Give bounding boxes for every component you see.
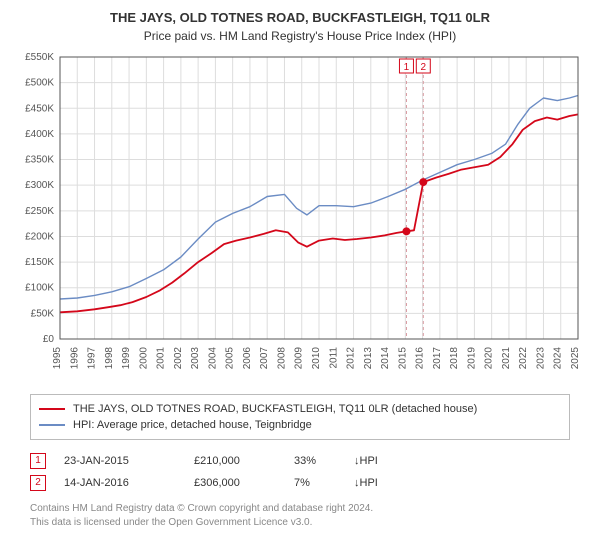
svg-text:1998: 1998 bbox=[104, 347, 115, 370]
legend-swatch bbox=[39, 424, 65, 426]
svg-text:2006: 2006 bbox=[242, 347, 253, 370]
event-tag: HPI bbox=[360, 477, 378, 489]
event-tag: HPI bbox=[360, 455, 378, 467]
svg-text:2013: 2013 bbox=[363, 347, 374, 370]
svg-text:£250K: £250K bbox=[25, 206, 54, 217]
svg-text:2023: 2023 bbox=[535, 347, 546, 370]
svg-text:2000: 2000 bbox=[138, 347, 149, 370]
svg-text:£50K: £50K bbox=[31, 308, 55, 319]
page-title: THE JAYS, OLD TOTNES ROAD, BUCKFASTLEIGH… bbox=[0, 0, 600, 25]
event-row: 123-JAN-2015£210,00033%↓ HPI bbox=[30, 450, 570, 472]
svg-text:£350K: £350K bbox=[25, 155, 54, 166]
event-price: £210,000 bbox=[194, 455, 294, 467]
svg-text:£0: £0 bbox=[43, 334, 55, 345]
legend-item: THE JAYS, OLD TOTNES ROAD, BUCKFASTLEIGH… bbox=[39, 401, 561, 417]
svg-text:2020: 2020 bbox=[484, 347, 495, 370]
svg-text:1999: 1999 bbox=[121, 347, 132, 370]
disclaimer-line: This data is licensed under the Open Gov… bbox=[30, 516, 570, 530]
svg-text:£200K: £200K bbox=[25, 231, 54, 242]
svg-text:2004: 2004 bbox=[207, 347, 218, 370]
svg-text:2: 2 bbox=[421, 62, 427, 73]
legend-label: HPI: Average price, detached house, Teig… bbox=[73, 419, 312, 431]
svg-text:£500K: £500K bbox=[25, 78, 54, 89]
svg-text:2002: 2002 bbox=[173, 347, 184, 370]
svg-text:2018: 2018 bbox=[449, 347, 460, 370]
svg-text:1997: 1997 bbox=[87, 347, 98, 370]
svg-text:2014: 2014 bbox=[380, 347, 391, 370]
legend-swatch bbox=[39, 408, 65, 410]
svg-text:2017: 2017 bbox=[432, 347, 443, 370]
svg-text:1995: 1995 bbox=[52, 347, 63, 370]
svg-text:2003: 2003 bbox=[190, 347, 201, 370]
event-badge: 2 bbox=[30, 475, 46, 491]
event-row: 214-JAN-2016£306,0007%↓ HPI bbox=[30, 472, 570, 494]
legend-label: THE JAYS, OLD TOTNES ROAD, BUCKFASTLEIGH… bbox=[73, 403, 477, 415]
svg-text:1: 1 bbox=[404, 62, 410, 73]
svg-text:£400K: £400K bbox=[25, 129, 54, 140]
disclaimer-line: Contains HM Land Registry data © Crown c… bbox=[30, 502, 570, 516]
svg-text:2016: 2016 bbox=[415, 347, 426, 370]
svg-text:2009: 2009 bbox=[294, 347, 305, 370]
svg-text:2001: 2001 bbox=[156, 347, 167, 370]
svg-text:£550K: £550K bbox=[25, 52, 54, 63]
svg-text:2012: 2012 bbox=[346, 347, 357, 370]
svg-text:£150K: £150K bbox=[25, 257, 54, 268]
svg-text:£100K: £100K bbox=[25, 283, 54, 294]
price-chart: £0 £50K £100K £150K £200K £250K £300K £350K £400… bbox=[12, 51, 588, 386]
svg-text:2024: 2024 bbox=[553, 347, 564, 370]
svg-text:1996: 1996 bbox=[69, 347, 80, 370]
svg-text:£300K: £300K bbox=[25, 180, 54, 191]
svg-text:2011: 2011 bbox=[328, 347, 339, 369]
event-price: £306,000 bbox=[194, 477, 294, 489]
svg-text:2005: 2005 bbox=[225, 347, 236, 370]
page-subtitle: Price paid vs. HM Land Registry's House … bbox=[0, 25, 600, 51]
svg-text:2021: 2021 bbox=[501, 347, 512, 370]
event-table: 123-JAN-2015£210,00033%↓ HPI214-JAN-2016… bbox=[30, 450, 570, 494]
legend: THE JAYS, OLD TOTNES ROAD, BUCKFASTLEIGH… bbox=[30, 394, 570, 440]
event-badge: 1 bbox=[30, 453, 46, 469]
disclaimer: Contains HM Land Registry data © Crown c… bbox=[30, 502, 570, 529]
event-pct: 7% bbox=[294, 477, 354, 489]
event-date: 14-JAN-2016 bbox=[64, 477, 194, 489]
svg-text:2015: 2015 bbox=[397, 347, 408, 370]
event-pct: 33% bbox=[294, 455, 354, 467]
svg-text:2025: 2025 bbox=[570, 347, 581, 370]
svg-text:£450K: £450K bbox=[25, 103, 54, 114]
svg-text:2019: 2019 bbox=[466, 347, 477, 370]
legend-item: HPI: Average price, detached house, Teig… bbox=[39, 417, 561, 433]
svg-text:2022: 2022 bbox=[518, 347, 529, 370]
svg-text:2010: 2010 bbox=[311, 347, 322, 370]
svg-text:2007: 2007 bbox=[259, 347, 270, 370]
event-date: 23-JAN-2015 bbox=[64, 455, 194, 467]
svg-text:2008: 2008 bbox=[276, 347, 287, 370]
